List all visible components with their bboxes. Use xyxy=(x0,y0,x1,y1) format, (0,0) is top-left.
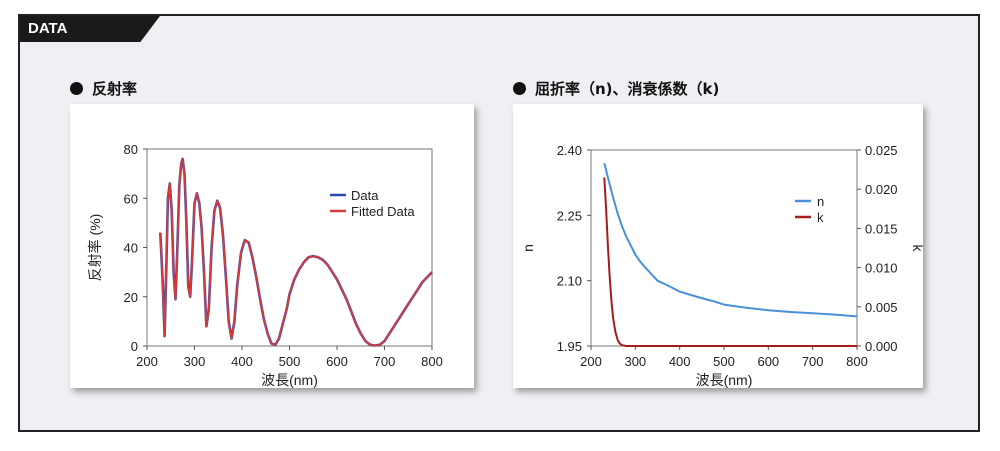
y2-tick-label: 0.000 xyxy=(865,339,898,354)
x-axis-label: 波長(nm) xyxy=(696,372,753,388)
x-tick-label: 600 xyxy=(757,354,779,369)
x-tick-label: 500 xyxy=(713,354,735,369)
nk-section-title: 屈折率（n)、消衰係数（k) xyxy=(513,78,719,99)
y2-tick-label: 0.005 xyxy=(865,300,898,315)
x-tick-label: 400 xyxy=(231,354,253,369)
data-tab-label: DATA xyxy=(28,20,68,37)
y-tick-label: 2.25 xyxy=(557,208,582,223)
y2-tick-label: 0.010 xyxy=(865,261,898,276)
reflectance-chart-panel: 200 300 400 500 600 700 800 0 20 40 60 80 波長(nm) 反射率 … xyxy=(70,104,474,388)
nk-chart: 200 300 400 500 600 700 800 1.95 2.10 2.25 2.40 0.0… xyxy=(520,143,926,388)
y2-tick-label: 0.025 xyxy=(865,143,898,158)
x-tick-label: 200 xyxy=(580,354,602,369)
reflectance-title-text: 反射率 xyxy=(92,80,138,98)
x-tick-label: 800 xyxy=(846,354,868,369)
y-tick-label: 2.10 xyxy=(557,274,582,289)
series-line-k xyxy=(603,177,857,347)
nk-chart-panel: 200 300 400 500 600 700 800 1.95 2.10 2.25 2.40 0.0… xyxy=(513,104,926,388)
data-tab: DATA xyxy=(20,16,160,42)
x-tick-label: 400 xyxy=(669,354,691,369)
data-frame: DATA 反射率 屈折率（n)、消衰係数（k) 200 300 400 500 600 7… xyxy=(18,14,980,432)
reflectance-section-title: 反射率 xyxy=(70,78,137,99)
x-tick-label: 600 xyxy=(326,354,348,369)
legend-label: Data xyxy=(351,188,379,203)
y-tick-label: 60 xyxy=(124,191,138,206)
x-tick-label: 200 xyxy=(136,354,158,369)
series-line-n xyxy=(603,162,858,318)
y-tick-label: 40 xyxy=(124,241,138,256)
x-tick-label: 300 xyxy=(624,354,646,369)
reflectance-chart: 200 300 400 500 600 700 800 0 20 40 60 80 波長(nm) 反射率 … xyxy=(87,142,443,388)
x-tick-label: 500 xyxy=(279,354,301,369)
y-tick-label: 20 xyxy=(124,290,138,305)
bullet-icon xyxy=(70,82,83,95)
y-axis-label: 反射率 (%) xyxy=(87,214,103,282)
y2-tick-label: 0.015 xyxy=(865,221,898,236)
series-line-fitted-data xyxy=(159,158,433,347)
y-tick-label: 1.95 xyxy=(557,339,582,354)
x-tick-label: 700 xyxy=(802,354,824,369)
y2-axis-label: k xyxy=(910,245,923,253)
x-tick-label: 700 xyxy=(374,354,396,369)
x-axis-label: 波長(nm) xyxy=(261,372,318,388)
y-tick-label: 80 xyxy=(124,142,138,157)
y2-tick-label: 0.020 xyxy=(865,182,898,197)
series-line-data xyxy=(159,157,433,347)
legend-label: n xyxy=(817,194,824,209)
x-tick-label: 300 xyxy=(184,354,206,369)
y-tick-label: 2.40 xyxy=(557,143,582,158)
bullet-icon xyxy=(513,82,526,95)
plot-area-border xyxy=(146,148,433,347)
y-tick-label: 0 xyxy=(131,339,138,354)
x-tick-label: 800 xyxy=(421,354,443,369)
legend-label: Fitted Data xyxy=(351,204,415,219)
y-axis-label: n xyxy=(520,244,536,252)
legend-label: k xyxy=(817,210,824,225)
nk-title-text: 屈折率（n)、消衰係数（k) xyxy=(535,80,720,98)
